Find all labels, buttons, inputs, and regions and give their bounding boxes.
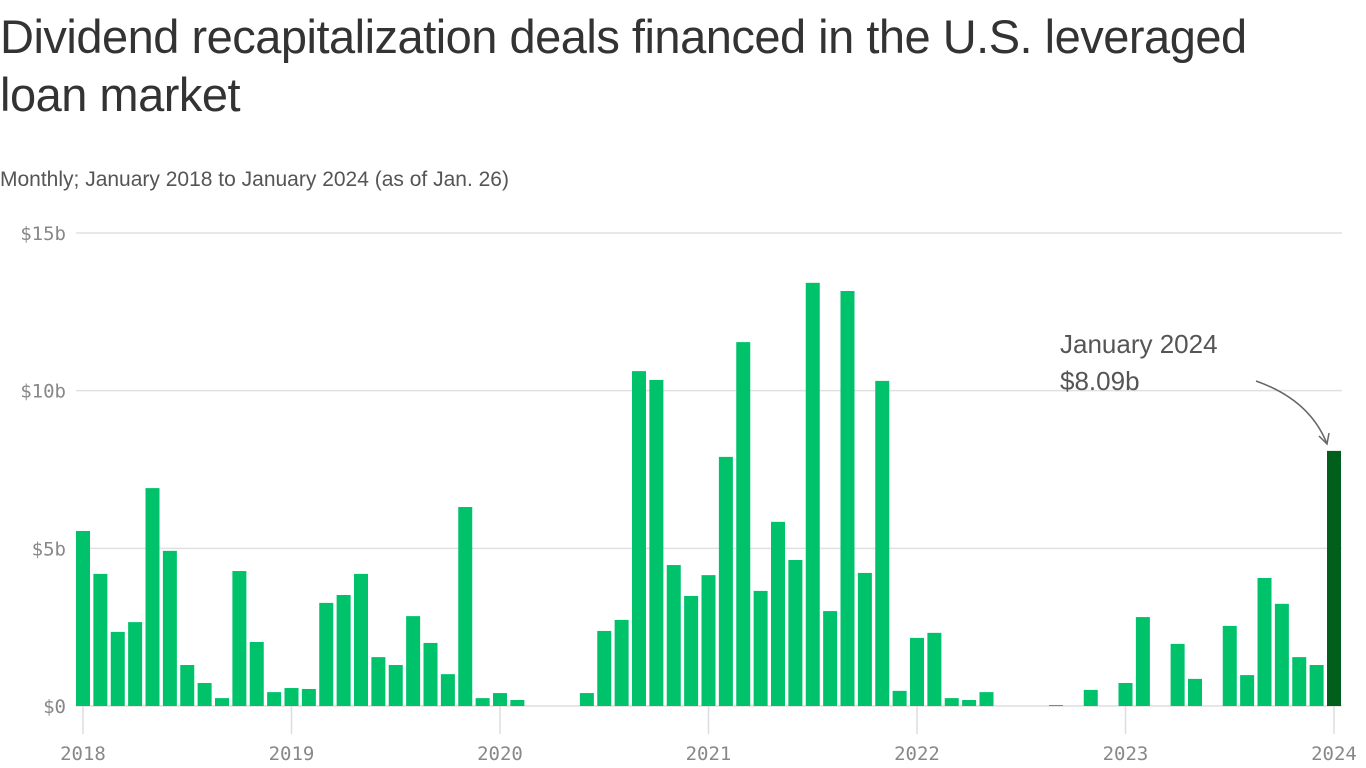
x-tick-label: 2019 <box>269 743 315 765</box>
bar <box>406 616 421 706</box>
bar <box>93 573 108 706</box>
bar <box>440 674 455 706</box>
annotation-label: January 2024 <box>1060 329 1218 359</box>
bar <box>597 630 612 706</box>
annotation-arrow <box>1255 380 1328 445</box>
x-tick-label: 2022 <box>894 743 940 765</box>
bar <box>493 693 507 706</box>
y-tick-label: $10b <box>20 381 66 403</box>
bar <box>1049 705 1063 706</box>
bar <box>1083 689 1098 706</box>
annotation-value: $8.09b <box>1060 366 1140 396</box>
bar <box>284 688 299 706</box>
bar <box>76 530 90 706</box>
bar <box>962 700 977 706</box>
bar <box>145 488 160 706</box>
bar <box>1292 657 1307 706</box>
bar <box>475 698 490 706</box>
bar <box>197 682 212 706</box>
bar <box>1327 450 1341 706</box>
bar <box>788 560 803 706</box>
bar <box>1188 678 1202 706</box>
bar <box>736 342 751 706</box>
x-tick-label: 2018 <box>60 743 106 765</box>
bar <box>701 575 716 706</box>
bar <box>1135 617 1150 706</box>
x-tick-label: 2021 <box>686 743 732 765</box>
bar <box>215 698 229 706</box>
bar <box>458 507 473 706</box>
annotation-arrowhead <box>1318 432 1330 446</box>
bar <box>1118 682 1133 706</box>
y-tick-label: $0 <box>43 696 66 718</box>
bar <box>632 371 646 706</box>
bar <box>510 700 525 706</box>
bar <box>979 692 994 706</box>
bar <box>910 637 924 706</box>
bar <box>753 590 768 706</box>
bar <box>354 573 368 706</box>
x-tick-label: 2023 <box>1103 743 1149 765</box>
bar <box>162 550 177 706</box>
bar <box>301 688 316 706</box>
x-tick-label: 2020 <box>477 743 523 765</box>
bar <box>857 572 872 706</box>
bar <box>249 641 264 706</box>
bar <box>1274 603 1289 706</box>
bar <box>388 665 403 706</box>
bar <box>927 632 942 706</box>
bar <box>1170 643 1185 706</box>
bar <box>371 657 386 706</box>
bar <box>875 380 890 706</box>
y-tick-label: $5b <box>32 538 66 560</box>
bar <box>823 611 838 706</box>
bar <box>1309 665 1324 706</box>
bar <box>423 642 438 706</box>
bar <box>180 665 195 706</box>
bar <box>128 622 143 706</box>
bar <box>1257 577 1272 706</box>
bar <box>1222 625 1237 706</box>
bar <box>666 565 681 706</box>
x-tick-label: 2024 <box>1311 743 1357 765</box>
y-tick-label: $15b <box>20 223 66 245</box>
bar <box>614 619 629 706</box>
bar <box>232 571 247 706</box>
bar <box>684 595 699 706</box>
bar <box>649 379 664 706</box>
bar <box>267 692 282 706</box>
bar <box>944 698 959 706</box>
bar <box>718 456 733 706</box>
chart-title: Dividend recapitalization deals financed… <box>0 10 1247 121</box>
bar <box>892 690 907 706</box>
bar <box>805 282 820 706</box>
bar <box>840 291 855 706</box>
bar <box>579 693 594 706</box>
chart-subtitle: Monthly; January 2018 to January 2024 (a… <box>0 168 509 191</box>
bar <box>110 631 125 706</box>
bar <box>1240 675 1255 706</box>
bar <box>319 602 334 706</box>
bar <box>771 521 785 706</box>
bar <box>336 595 351 706</box>
